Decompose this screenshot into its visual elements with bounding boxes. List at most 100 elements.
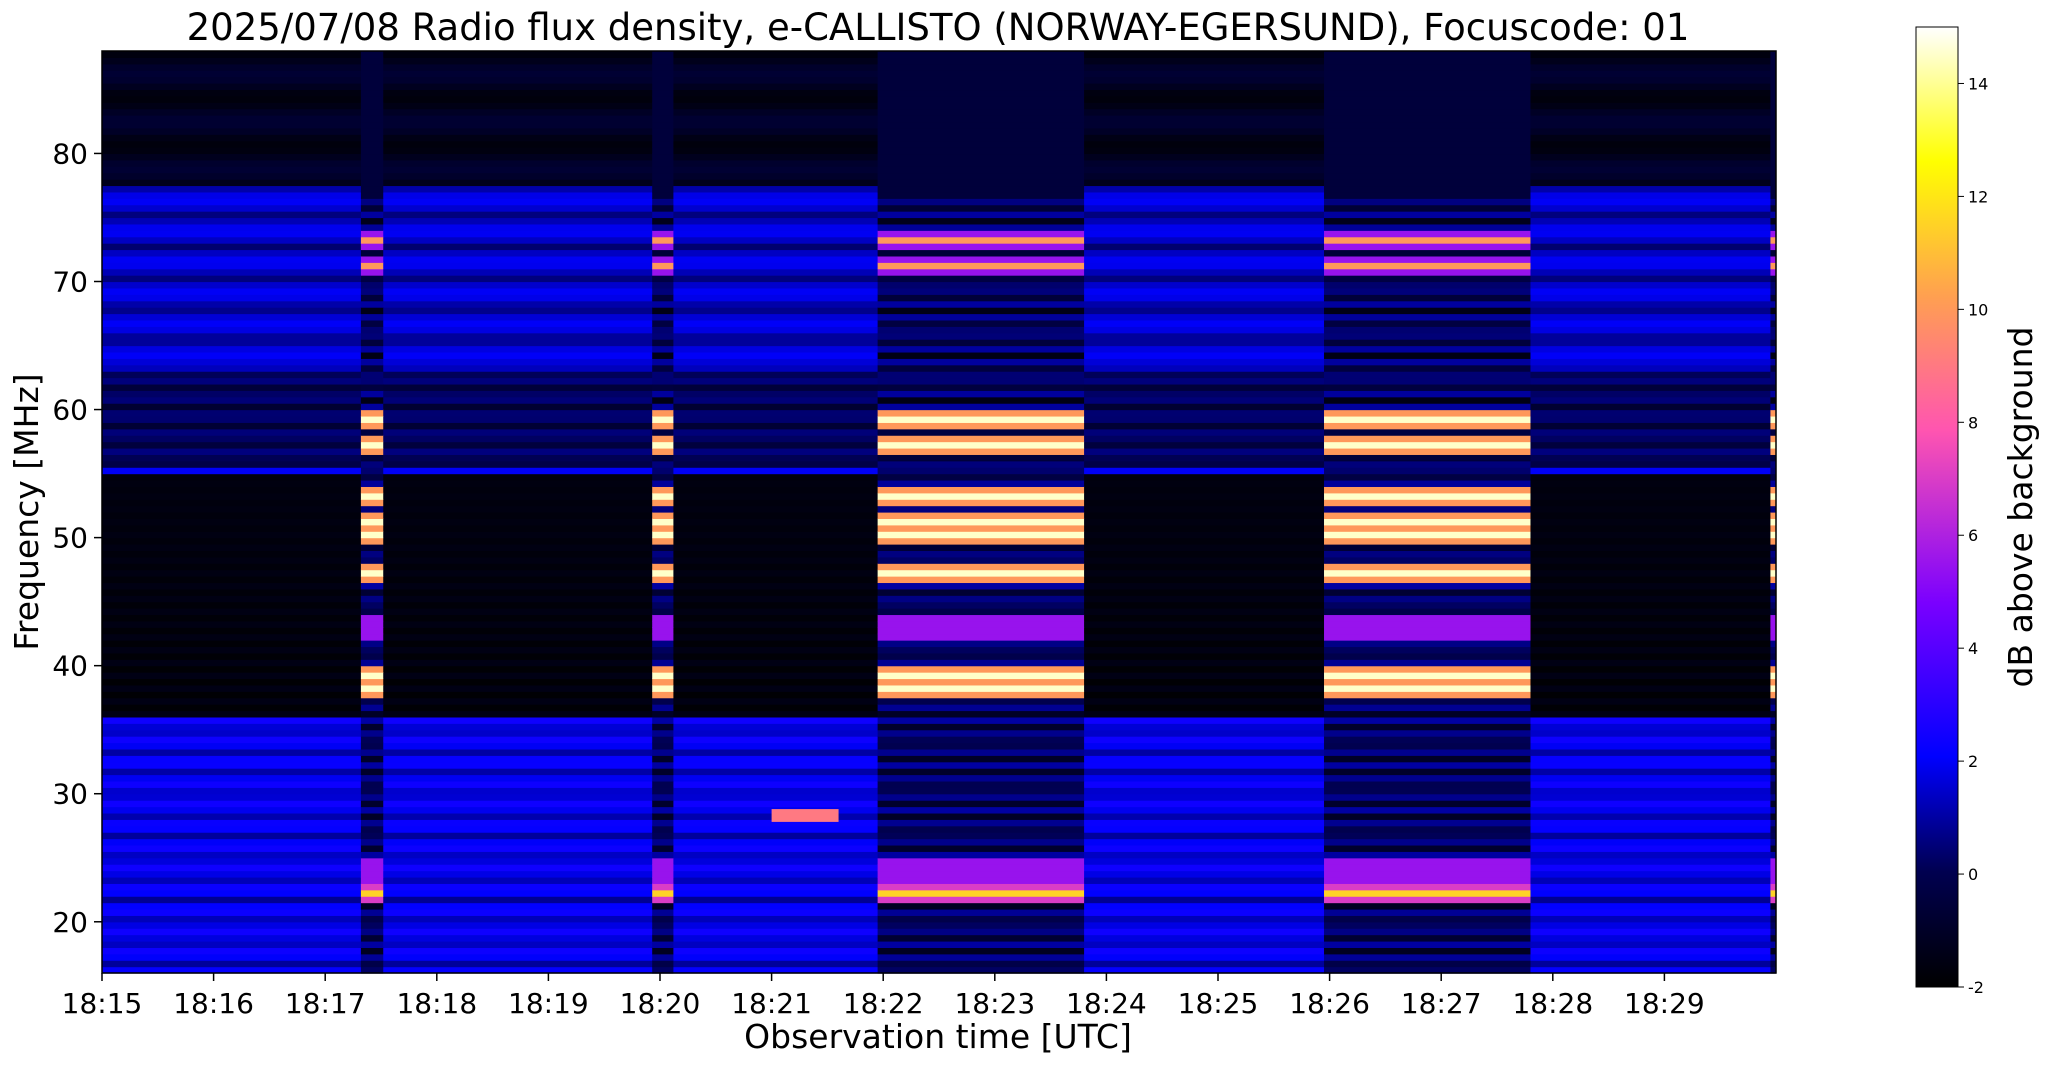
burst-cell — [1324, 953, 1531, 961]
burst-cell — [1324, 351, 1531, 359]
burst-cell — [360, 447, 384, 455]
burst-cell — [652, 633, 674, 641]
burst-cell — [877, 512, 1085, 519]
burst-cell — [1770, 499, 1776, 507]
burst-cell — [360, 313, 384, 321]
burst-cell — [360, 479, 384, 487]
burst-cell — [360, 640, 384, 648]
burst-cell — [877, 223, 1085, 231]
burst-cell — [652, 915, 674, 923]
burst-cell — [1770, 243, 1776, 251]
burst-cell — [652, 108, 674, 116]
burst-cell — [1770, 672, 1776, 680]
burst-cell — [652, 960, 674, 968]
burst-cell — [877, 230, 1085, 238]
burst-cell — [360, 691, 384, 699]
burst-cell — [877, 403, 1085, 411]
burst-cell — [652, 313, 674, 321]
burst-cell — [1324, 576, 1531, 584]
burst-cell — [652, 76, 674, 84]
burst-cell — [1324, 620, 1531, 628]
burst-cell — [652, 435, 674, 443]
burst-cell — [1770, 697, 1776, 705]
burst-cell — [1770, 889, 1776, 897]
burst-cell — [1770, 908, 1776, 916]
burst-cell — [1324, 121, 1531, 129]
burst-cell — [360, 351, 384, 359]
burst-cell — [360, 492, 384, 500]
burst-cell — [1770, 768, 1776, 776]
burst-cell — [1324, 819, 1531, 827]
burst-cell — [1770, 825, 1776, 833]
burst-cell — [877, 928, 1085, 936]
burst-cell — [877, 556, 1085, 564]
burst-cell — [1324, 403, 1531, 411]
burst-cell — [360, 582, 384, 590]
burst-cell — [360, 166, 384, 174]
burst-cell — [652, 390, 674, 398]
burst-cell — [1324, 851, 1531, 859]
burst-cell — [877, 140, 1085, 148]
burst-cell — [877, 883, 1085, 891]
burst-cell — [1324, 544, 1531, 552]
burst-cell — [877, 889, 1085, 897]
burst-cell — [1770, 383, 1776, 391]
burst-cell — [877, 902, 1085, 910]
burst-cell — [360, 838, 384, 846]
burst-cell — [360, 800, 384, 808]
burst-cell — [1770, 550, 1776, 558]
burst-cell — [1770, 415, 1776, 423]
burst-cell — [652, 345, 674, 353]
burst-cell — [1324, 166, 1531, 174]
burst-cell — [360, 371, 384, 379]
burst-cell — [652, 601, 674, 609]
burst-cell — [652, 812, 674, 820]
burst-cell — [1324, 217, 1531, 225]
burst-cell — [1324, 51, 1531, 58]
burst-cell — [1770, 351, 1776, 359]
burst-cell — [877, 812, 1085, 820]
y-tick-label: 40 — [52, 650, 88, 683]
burst-cell — [360, 287, 384, 295]
burst-cell — [652, 121, 674, 129]
burst-cell — [877, 51, 1085, 58]
burst-cell — [360, 268, 384, 276]
burst-cell — [877, 569, 1085, 577]
colorbar-tick-label: -2 — [1968, 978, 1984, 997]
burst-cell — [360, 716, 384, 724]
burst-cell — [1324, 383, 1531, 391]
burst-cell — [1770, 953, 1776, 961]
burst-cell — [360, 896, 384, 904]
burst-cell — [877, 63, 1085, 71]
burst-cell — [877, 428, 1085, 436]
burst-cell — [877, 851, 1085, 859]
burst-cell — [877, 729, 1085, 737]
burst-cell — [360, 83, 384, 91]
burst-cell — [877, 774, 1085, 782]
burst-cell — [877, 588, 1085, 596]
burst-cell — [1324, 371, 1531, 379]
burst-cell — [1324, 147, 1531, 155]
burst-cell — [1770, 89, 1776, 97]
burst-cell — [652, 556, 674, 564]
burst-cell — [360, 633, 384, 641]
burst-cell — [1324, 742, 1531, 750]
burst-column — [877, 51, 1085, 974]
burst-cell — [1324, 70, 1531, 78]
burst-cell — [1770, 371, 1776, 379]
burst-cell — [877, 345, 1085, 353]
burst-cell — [1324, 479, 1531, 487]
burst-cell — [652, 716, 674, 724]
burst-cell — [360, 921, 384, 929]
burst-cell — [652, 928, 674, 936]
burst-cell — [877, 806, 1085, 814]
burst-cell — [877, 915, 1085, 923]
burst-cell — [1770, 358, 1776, 366]
burst-cell — [652, 467, 674, 475]
burst-cell — [1770, 102, 1776, 110]
burst-cell — [1770, 83, 1776, 91]
burst-cell — [652, 608, 674, 616]
chart-title: 2025/07/08 Radio flux density, e-CALLIST… — [187, 6, 1690, 49]
burst-cell — [1770, 294, 1776, 302]
burst-cell — [1770, 179, 1776, 187]
